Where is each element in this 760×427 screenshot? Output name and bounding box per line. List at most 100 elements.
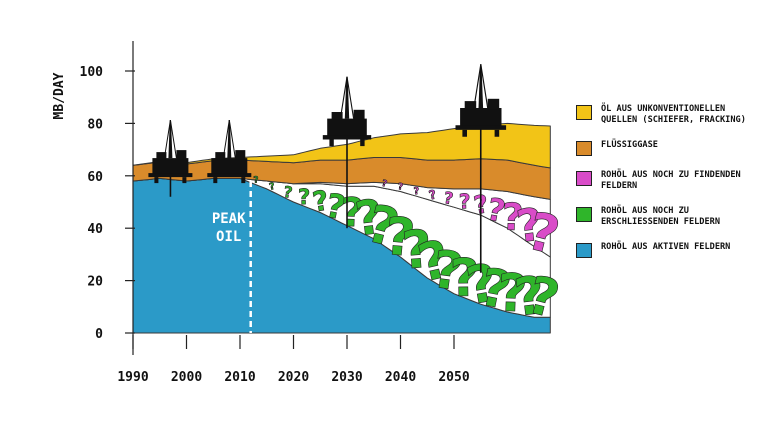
oil-rig-pillar <box>154 177 159 184</box>
oil-rig-icon <box>322 76 372 229</box>
oil-rig-derrick <box>227 120 232 159</box>
legend-label-unconventional: Öl aus unkonventionellen Quellen (Schief… <box>601 104 746 125</box>
oil-rig-pillar <box>213 177 218 184</box>
question-mark-icon: ? <box>413 186 419 197</box>
legend-label-to-be-developed: Rohöl aus noch zu erschliessenden Felder… <box>601 206 720 227</box>
oil-rig-pillar <box>494 129 500 137</box>
question-mark-icon: ? <box>513 197 545 253</box>
oil-rig-brace <box>339 76 348 119</box>
oil-rig-brace <box>346 76 355 119</box>
question-mark-icon: ? <box>501 195 524 240</box>
oil-rig-icon <box>207 120 252 184</box>
oil-rig-structure <box>148 120 193 184</box>
x-tick-label: 2000 <box>171 370 202 385</box>
oil-rig-derrick <box>478 64 484 108</box>
oil-rig-structure <box>455 64 507 137</box>
oil-rig-pillar <box>360 139 365 147</box>
question-mark-icon: ? <box>381 179 388 190</box>
oil-rig-brace <box>473 64 482 109</box>
oil-rig-brace <box>163 120 171 159</box>
oil-rig-cabin <box>176 150 187 160</box>
question-mark-icon: ? <box>496 264 528 325</box>
legend-swatch-to-be-developed <box>576 207 592 222</box>
legend-swatch-active <box>576 243 592 258</box>
question-mark-icon: ? <box>429 240 467 304</box>
question-mark-icon: ? <box>282 183 293 202</box>
oil-rig-pillar <box>329 139 334 147</box>
question-mark-icon: ? <box>443 188 455 208</box>
peak-oil-label-line2: OIL <box>216 229 241 245</box>
question-mark-icon: ? <box>459 189 471 213</box>
oil-rig-structure <box>207 120 252 184</box>
oil-rig-cabin <box>215 152 226 160</box>
question-mark-icon: ? <box>310 185 331 218</box>
oil-rig-derrick <box>168 120 173 159</box>
legend-swatch-to-be-found <box>576 171 592 186</box>
legend-item-to-be-developed: Rohöl aus noch zu erschliessenden Felder… <box>576 206 756 228</box>
oil-rigs <box>148 64 507 273</box>
oil-rig-structure <box>322 76 372 147</box>
oil-rig-icon <box>148 120 193 197</box>
legend-item-active: Rohöl aus aktiven Feldern <box>576 242 756 258</box>
oil-rig-pillar <box>462 129 467 137</box>
peak-oil-label-line1: PEAK <box>212 211 246 227</box>
legend-swatch-unconventional <box>576 105 592 120</box>
question-mark-icon: ? <box>511 266 548 329</box>
oil-rig-cabin <box>235 150 246 160</box>
question-mark-icon: ? <box>400 220 434 282</box>
stacked-areas <box>132 122 551 334</box>
oil-rig-brace <box>222 120 230 159</box>
oil-rig-brace <box>480 64 489 109</box>
oil-rig-cabin <box>331 112 343 120</box>
area-unconventional <box>132 122 551 169</box>
question-mark-icon: ? <box>253 176 259 186</box>
oil-rig-deck <box>152 158 189 175</box>
oil-rig-icon <box>455 64 507 273</box>
question-mark-icon: ? <box>268 181 276 193</box>
y-tick-label: 80 <box>87 117 103 132</box>
y-tick-label: 20 <box>87 275 103 290</box>
oil-rig-cabin <box>353 109 365 120</box>
y-tick-label: 40 <box>87 222 103 237</box>
x-tick-label: 1990 <box>117 370 148 385</box>
oil-rig-base <box>148 173 193 178</box>
x-tick-label: 2020 <box>278 370 309 385</box>
oil-rig-deck <box>460 108 502 127</box>
legend-item-lng: Flüssiggase <box>576 140 756 156</box>
question-mark-icon: ? <box>397 182 403 192</box>
question-mark-icon: ? <box>427 186 437 202</box>
oil-rig-base <box>322 135 372 140</box>
legend-label-lng: Flüssiggase <box>601 140 658 150</box>
question-mark-icon: ? <box>340 190 365 237</box>
legend: Öl aus unkonventionellen Quellen (Schief… <box>576 104 756 272</box>
oil-rig-cabin <box>487 98 500 110</box>
legend-label-active: Rohöl aus aktiven Feldern <box>601 242 731 252</box>
oil-rig-deck <box>211 158 248 175</box>
y-tick-label: 60 <box>87 170 103 185</box>
legend-item-to-be-found: Rohöl aus noch zu findenden Feldern <box>576 170 756 192</box>
oil-rig-pillar <box>241 177 246 184</box>
x-tick-label: 2030 <box>331 370 362 385</box>
question-mark-icon: ? <box>449 249 480 310</box>
legend-label-to-be-found: Rohöl aus noch zu findenden Feldern <box>601 170 741 191</box>
legend-item-unconventional: Öl aus unkonventionellen Quellen (Schief… <box>576 104 756 126</box>
oil-rig-base <box>455 125 507 130</box>
x-tick-label: 2050 <box>438 370 469 385</box>
question-marks: ?????????????????????????????? <box>253 175 566 331</box>
y-tick-label: 100 <box>80 65 104 80</box>
question-mark-icon: ? <box>298 185 311 210</box>
x-tick-label: 2010 <box>224 370 255 385</box>
y-tick-label: 0 <box>95 327 103 342</box>
y-axis-label: MB/DAY <box>52 72 67 119</box>
oil-rig-pillar <box>182 177 187 184</box>
question-mark-icon: ? <box>352 190 386 248</box>
peak-oil-marker: PEAK OIL <box>212 181 252 333</box>
oil-rig-derrick <box>344 76 350 119</box>
oil-rig-deck <box>327 118 367 137</box>
oil-rig-cabin <box>156 152 167 160</box>
legend-swatch-lng <box>576 141 592 156</box>
oil-rig-brace <box>169 120 177 159</box>
x-tick-label: 2040 <box>385 370 416 385</box>
